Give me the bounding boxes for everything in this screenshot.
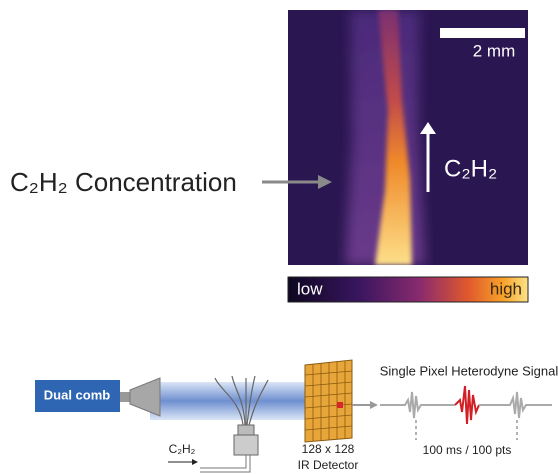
detector-name: IR Detector — [298, 458, 359, 472]
gas-tube — [200, 455, 250, 472]
selected-pixel — [337, 402, 343, 408]
signal-title: Single Pixel Heterodyne Signal — [380, 363, 558, 378]
colorbar-high: high — [490, 279, 522, 298]
sampling-label: 100 ms / 100 pts — [423, 443, 512, 457]
signal-trace-left — [380, 392, 455, 418]
flow-label: C₂H₂ — [444, 155, 497, 182]
detector-size: 128 x 128 — [302, 442, 355, 456]
nozzle-top — [238, 425, 254, 435]
gas-arrow-head — [192, 459, 198, 465]
coupler — [120, 392, 130, 402]
colorbar-low: low — [297, 279, 323, 298]
laser-beam — [150, 382, 310, 420]
nozzle-body — [234, 435, 258, 455]
signal-trace-right — [479, 392, 552, 418]
scale-bar — [440, 28, 525, 38]
scale-bar-label: 2 mm — [473, 41, 516, 60]
source-label: Dual comb — [44, 387, 111, 402]
concentration-label: C₂H₂ Concentration — [10, 167, 237, 197]
signal-arrow-head — [370, 401, 378, 409]
ir-detector — [305, 360, 352, 442]
telescope — [130, 378, 160, 416]
signal-trace-selected — [455, 386, 479, 424]
figure: 2 mm C₂H₂ C₂H₂ Concentration low high Du… — [0, 0, 558, 474]
gas-label: C₂H₂ — [169, 442, 196, 456]
